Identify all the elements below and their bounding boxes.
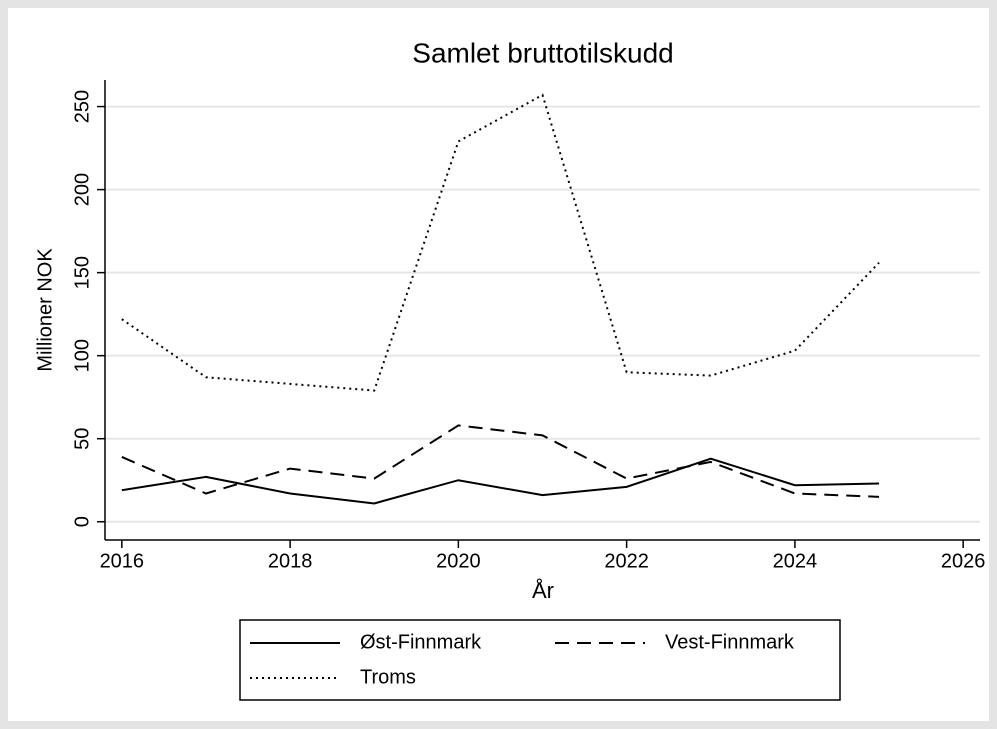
y-tick-label: 150 [71, 256, 93, 289]
y-tick-label: 50 [71, 428, 93, 450]
chart-background [8, 8, 989, 721]
legend [239, 619, 841, 701]
y-tick-label: 200 [71, 173, 93, 206]
x-tick-label: 2018 [268, 550, 313, 572]
x-tick-label: 2024 [773, 550, 818, 572]
y-tick-label: 250 [71, 90, 93, 123]
x-tick-label: 2022 [604, 550, 649, 572]
chart-title: Samlet bruttotilskudd [412, 37, 673, 68]
x-axis-label: År [532, 578, 554, 603]
x-tick-label: 2026 [941, 550, 986, 572]
series-line [121, 457, 880, 505]
legend-label: Øst-Finnmark [360, 631, 482, 653]
y-axis-label: Millioner NOK [34, 248, 56, 372]
legend-label: Troms [360, 666, 416, 688]
series-line [121, 93, 880, 392]
x-tick-label: 2020 [436, 550, 481, 572]
series-line [121, 424, 880, 498]
y-tick-label: 0 [71, 516, 93, 527]
legend-label: Vest-Finnmark [665, 631, 795, 653]
x-tick-label: 2016 [100, 550, 145, 572]
y-tick-label: 100 [71, 339, 93, 372]
